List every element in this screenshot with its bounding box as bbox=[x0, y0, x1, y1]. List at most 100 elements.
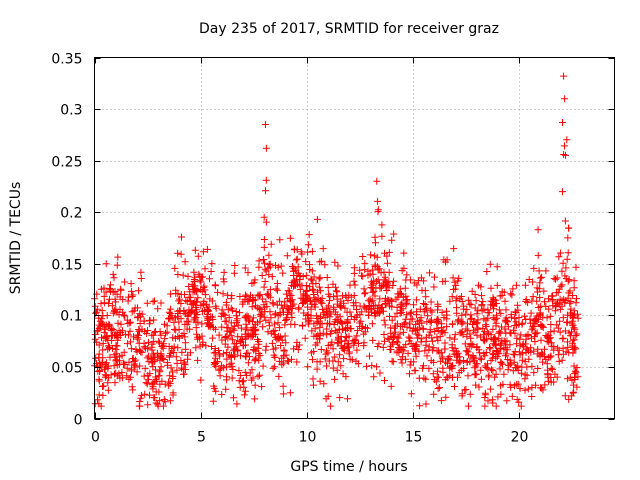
data-point bbox=[209, 397, 217, 405]
data-point bbox=[468, 287, 476, 295]
data-point bbox=[330, 293, 337, 301]
data-point bbox=[565, 289, 573, 297]
data-point bbox=[412, 352, 420, 360]
data-point bbox=[309, 356, 316, 364]
data-point bbox=[222, 333, 230, 340]
data-point bbox=[137, 268, 145, 276]
data-point bbox=[555, 285, 563, 293]
data-point bbox=[451, 331, 459, 339]
data-point bbox=[340, 355, 348, 363]
data-point bbox=[473, 343, 481, 351]
data-point bbox=[446, 297, 454, 305]
x-tick-label: 0 bbox=[91, 430, 100, 446]
data-point bbox=[126, 373, 134, 381]
data-point bbox=[382, 277, 390, 285]
data-point bbox=[239, 342, 247, 350]
data-point bbox=[146, 391, 153, 399]
data-point bbox=[561, 327, 569, 335]
data-point bbox=[411, 279, 419, 287]
data-point bbox=[222, 385, 230, 393]
data-point bbox=[367, 251, 375, 259]
data-point bbox=[387, 342, 395, 350]
data-point bbox=[271, 326, 279, 334]
data-point bbox=[359, 253, 367, 260]
data-point bbox=[507, 311, 515, 319]
data-point bbox=[293, 246, 301, 254]
data-point bbox=[356, 302, 364, 310]
data-point bbox=[326, 313, 334, 321]
data-point bbox=[259, 323, 267, 331]
data-point bbox=[264, 328, 272, 336]
data-point bbox=[504, 366, 512, 374]
data-point bbox=[263, 290, 271, 298]
data-point bbox=[266, 308, 274, 316]
data-point bbox=[113, 361, 121, 369]
data-point bbox=[145, 338, 152, 346]
data-point bbox=[123, 372, 131, 380]
data-point bbox=[402, 276, 410, 284]
data-point bbox=[411, 366, 419, 374]
data-point bbox=[405, 333, 413, 341]
data-point bbox=[208, 297, 216, 305]
data-point bbox=[466, 390, 474, 398]
data-point bbox=[181, 361, 189, 369]
data-point bbox=[260, 213, 268, 221]
data-point bbox=[141, 365, 149, 373]
data-point bbox=[477, 333, 485, 341]
data-point bbox=[328, 338, 336, 346]
data-point bbox=[492, 340, 500, 348]
data-point bbox=[174, 249, 182, 257]
chart-title: Day 235 of 2017, SRMTID for receiver gra… bbox=[199, 21, 499, 37]
data-point bbox=[523, 371, 531, 379]
data-point bbox=[156, 366, 164, 374]
data-point bbox=[299, 273, 307, 280]
data-point bbox=[316, 324, 324, 332]
data-point bbox=[464, 296, 472, 304]
data-point bbox=[337, 318, 345, 325]
data-point bbox=[529, 278, 537, 286]
data-point bbox=[462, 310, 470, 318]
data-point bbox=[460, 357, 468, 364]
data-point bbox=[412, 296, 420, 304]
data-point bbox=[241, 330, 249, 338]
data-point bbox=[350, 269, 358, 277]
data-point bbox=[199, 338, 207, 346]
data-point bbox=[530, 316, 538, 324]
data-point bbox=[121, 278, 129, 286]
data-point bbox=[181, 258, 189, 266]
data-point bbox=[428, 316, 435, 324]
data-point bbox=[277, 301, 285, 309]
data-point bbox=[177, 315, 185, 323]
data-point bbox=[108, 302, 116, 310]
data-point bbox=[344, 395, 351, 403]
data-point bbox=[529, 293, 537, 301]
data-point bbox=[503, 318, 511, 326]
data-point bbox=[381, 377, 388, 384]
data-point bbox=[121, 312, 129, 320]
data-point bbox=[220, 364, 228, 372]
data-point bbox=[528, 384, 536, 392]
data-point bbox=[387, 382, 395, 390]
data-point bbox=[262, 218, 270, 226]
data-point bbox=[175, 326, 183, 333]
data-point bbox=[273, 280, 281, 287]
data-point bbox=[91, 400, 99, 408]
data-point bbox=[256, 291, 264, 299]
data-point bbox=[142, 379, 150, 387]
data-point bbox=[403, 323, 411, 331]
data-point bbox=[219, 350, 227, 358]
data-point bbox=[277, 262, 285, 270]
data-point bbox=[98, 307, 106, 315]
data-point bbox=[244, 359, 252, 367]
data-point bbox=[534, 251, 542, 259]
data-point bbox=[541, 381, 549, 389]
data-point bbox=[113, 308, 121, 316]
data-point bbox=[446, 334, 454, 342]
data-point bbox=[312, 312, 320, 320]
data-point bbox=[305, 231, 313, 239]
data-point bbox=[495, 306, 503, 314]
data-point bbox=[304, 241, 312, 249]
data-point bbox=[521, 312, 529, 320]
data-point bbox=[474, 325, 482, 333]
data-point bbox=[163, 359, 171, 367]
